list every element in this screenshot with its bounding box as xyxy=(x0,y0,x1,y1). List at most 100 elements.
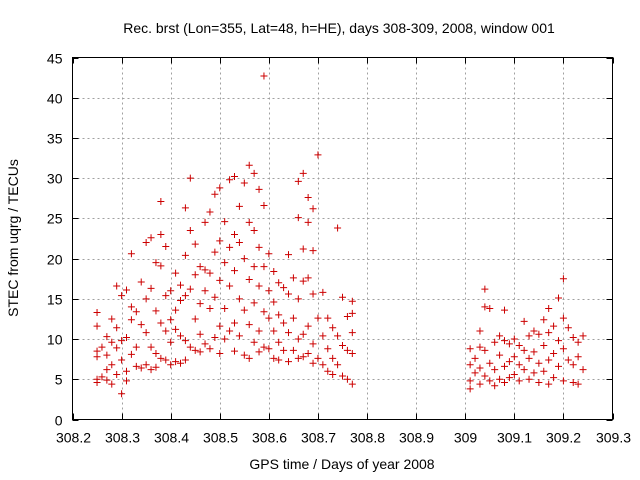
data-point xyxy=(481,285,489,293)
data-point xyxy=(235,239,243,247)
data-point xyxy=(137,278,145,286)
data-point xyxy=(304,274,312,282)
data-point xyxy=(510,335,518,343)
data-point xyxy=(162,327,170,335)
data-point xyxy=(550,322,558,330)
data-point xyxy=(162,356,170,364)
data-point xyxy=(559,314,567,322)
data-point xyxy=(113,282,121,290)
data-point xyxy=(93,378,101,386)
data-point xyxy=(299,169,307,177)
data-point xyxy=(137,321,145,329)
data-point xyxy=(108,380,116,388)
data-point xyxy=(334,224,342,232)
data-point xyxy=(348,380,356,388)
data-point xyxy=(294,295,302,303)
data-point xyxy=(123,367,130,375)
x-tick-label: 309.2 xyxy=(546,430,581,446)
data-point xyxy=(275,338,283,346)
data-point xyxy=(501,306,508,314)
data-point xyxy=(265,314,273,322)
data-point xyxy=(196,330,204,338)
data-point xyxy=(216,276,224,284)
data-point xyxy=(280,284,288,292)
data-point xyxy=(481,372,489,380)
data-point xyxy=(240,306,248,314)
data-point xyxy=(172,269,180,277)
data-point xyxy=(476,364,484,372)
data-point xyxy=(245,321,253,329)
y-tick-label: 15 xyxy=(47,292,63,308)
data-point xyxy=(118,390,126,398)
data-point xyxy=(540,316,548,324)
x-tick-label: 308.9 xyxy=(399,430,434,446)
data-point xyxy=(142,295,150,303)
data-point xyxy=(309,290,317,298)
data-point xyxy=(127,316,135,324)
data-point xyxy=(260,343,268,351)
y-tick-label: 30 xyxy=(47,171,63,187)
data-point xyxy=(167,338,175,346)
x-tick-label: 309.3 xyxy=(596,430,631,446)
data-point xyxy=(491,366,499,374)
grid xyxy=(72,57,613,420)
data-point xyxy=(93,309,101,317)
data-point xyxy=(226,327,234,335)
data-point xyxy=(196,300,204,308)
data-point xyxy=(289,346,297,354)
data-point xyxy=(496,375,504,383)
data-point xyxy=(574,353,582,361)
data-point xyxy=(343,346,351,354)
data-point xyxy=(186,343,194,351)
data-point xyxy=(142,239,150,247)
data-point xyxy=(579,332,587,340)
data-point xyxy=(550,350,558,358)
data-point xyxy=(235,332,243,340)
data-point xyxy=(564,324,572,332)
data-point xyxy=(157,262,165,270)
data-point xyxy=(294,177,302,185)
data-point xyxy=(255,348,263,356)
data-point xyxy=(231,230,238,238)
data-point xyxy=(515,341,523,349)
data-point xyxy=(245,161,253,169)
data-point xyxy=(206,304,214,312)
data-point xyxy=(221,218,229,226)
data-point xyxy=(481,303,489,311)
data-point xyxy=(123,333,130,341)
y-tick-label: 10 xyxy=(47,332,63,348)
data-point xyxy=(339,293,346,301)
y-tick-label: 0 xyxy=(55,413,63,429)
data-point xyxy=(314,314,322,322)
data-point xyxy=(98,343,106,351)
data-point xyxy=(334,332,342,340)
data-point xyxy=(235,295,243,303)
y-tick-label: 45 xyxy=(47,51,63,67)
data-point xyxy=(466,385,474,393)
data-point xyxy=(226,282,234,290)
data-point xyxy=(501,362,508,370)
data-point xyxy=(481,346,489,354)
data-point xyxy=(574,380,582,388)
data-point xyxy=(289,274,297,282)
data-point xyxy=(545,329,553,337)
data-point xyxy=(260,72,268,80)
data-point xyxy=(505,374,513,382)
data-point xyxy=(525,354,533,362)
data-point xyxy=(348,350,356,358)
data-point xyxy=(98,373,106,381)
data-point xyxy=(535,330,543,338)
data-point xyxy=(157,319,165,327)
data-point xyxy=(324,314,332,322)
plot-frame xyxy=(72,57,613,420)
data-point xyxy=(152,307,160,315)
data-point xyxy=(510,370,518,378)
data-point xyxy=(221,335,229,343)
y-axis-label: STEC from uqrg / TECUs xyxy=(5,159,21,317)
data-point xyxy=(550,374,558,382)
data-point xyxy=(275,279,283,287)
data-point xyxy=(127,250,135,258)
data-point xyxy=(285,251,292,259)
data-point xyxy=(191,240,199,248)
